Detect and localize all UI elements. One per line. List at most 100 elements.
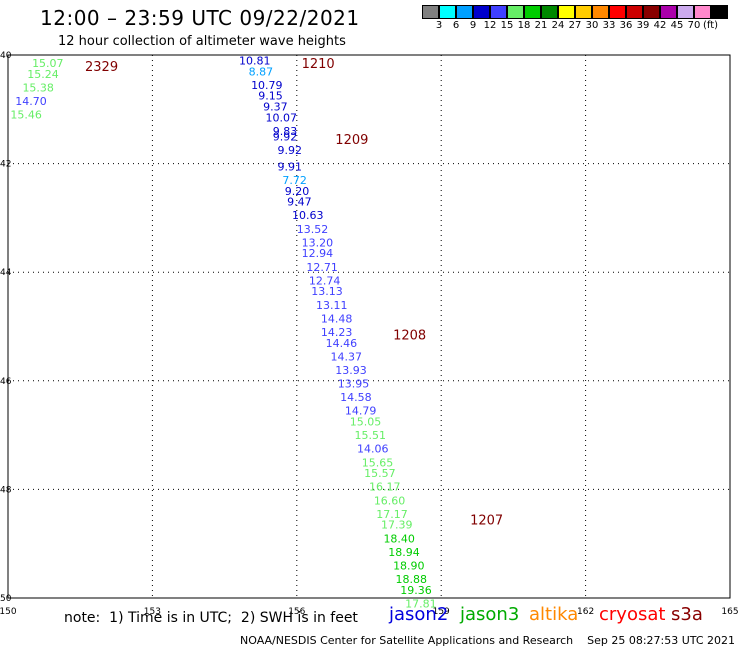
map-title: 12:00 – 23:59 UTC 09/22/2021 bbox=[40, 6, 360, 30]
swh-value: 14.79 bbox=[345, 405, 377, 418]
swh-value: 18.88 bbox=[395, 573, 427, 586]
swh-value: 7.72 bbox=[282, 174, 307, 187]
swh-value: 15.24 bbox=[27, 68, 59, 81]
lat-tick-label: 42 bbox=[0, 160, 11, 170]
swh-value: 12.74 bbox=[309, 274, 341, 287]
scale-swatch bbox=[422, 5, 439, 19]
swh-value: 8.87 bbox=[249, 65, 274, 78]
swh-value: 9.91 bbox=[278, 160, 303, 173]
swh-value: 15.65 bbox=[362, 456, 394, 469]
swh-value: 9.92 bbox=[278, 144, 303, 157]
scale-unit: (ft) bbox=[703, 20, 719, 31]
swh-value: 13.11 bbox=[316, 299, 348, 312]
scale-label: 15 bbox=[500, 20, 514, 31]
lat-tick-label: 48 bbox=[0, 485, 12, 495]
swh-value: 12.71 bbox=[306, 261, 338, 274]
pass-time-label: 1207 bbox=[470, 513, 503, 528]
swh-value: 9.92 bbox=[273, 130, 298, 143]
swh-value: 12.94 bbox=[302, 247, 334, 260]
swh-value: 14.46 bbox=[326, 337, 358, 350]
swh-value: 14.23 bbox=[321, 326, 353, 339]
swh-value: 19.36 bbox=[400, 584, 432, 597]
scale-label: 30 bbox=[585, 20, 599, 31]
scale-label: 24 bbox=[551, 20, 565, 31]
scale-swatch bbox=[439, 5, 456, 19]
swh-value: 14.70 bbox=[15, 95, 47, 108]
swh-value: 10.07 bbox=[266, 111, 298, 124]
swh-value: 13.95 bbox=[338, 378, 370, 391]
satellite-altika: altika bbox=[529, 604, 579, 625]
scale-swatch bbox=[541, 5, 558, 19]
scale-label: 27 bbox=[568, 20, 582, 31]
pass-time-label: 2329 bbox=[85, 60, 118, 75]
scale-swatch bbox=[473, 5, 490, 19]
lon-tick-label: 153 bbox=[144, 607, 161, 617]
satellite-cryosat: cryosat bbox=[599, 604, 666, 625]
swh-value: 10.63 bbox=[292, 209, 324, 222]
swh-value: 13.20 bbox=[302, 236, 334, 249]
scale-swatch bbox=[524, 5, 541, 19]
scale-swatch bbox=[677, 5, 694, 19]
swh-value: 17.17 bbox=[376, 508, 408, 521]
satellite-jason2: jason2 bbox=[389, 604, 449, 625]
scale-label: 18 bbox=[517, 20, 531, 31]
pass-time-label: 1208 bbox=[393, 329, 426, 344]
swh-value: 15.46 bbox=[10, 109, 42, 122]
scale-swatch bbox=[609, 5, 626, 19]
swh-value: 9.47 bbox=[287, 196, 312, 209]
scale-swatch bbox=[575, 5, 592, 19]
swh-value: 15.57 bbox=[364, 467, 396, 480]
swh-value: 10.81 bbox=[239, 54, 270, 67]
swh-value: 15.07 bbox=[32, 57, 64, 70]
swh-value: 13.13 bbox=[311, 285, 343, 298]
lat-tick-label: 46 bbox=[0, 377, 12, 387]
scale-swatch bbox=[592, 5, 609, 19]
swh-value: 10.79 bbox=[251, 79, 283, 92]
swh-value: 9.83 bbox=[273, 125, 298, 138]
swh-value: 17.81 bbox=[405, 597, 437, 610]
lon-tick-label: 162 bbox=[577, 607, 594, 617]
swh-value: 15.51 bbox=[355, 429, 387, 442]
scale-label: 45 bbox=[670, 20, 684, 31]
swh-value: 15.05 bbox=[350, 416, 382, 429]
lon-tick-label: 165 bbox=[721, 607, 738, 617]
footer-credit: NOAA/NESDIS Center for Satellite Applica… bbox=[240, 634, 736, 647]
scale-label: 12 bbox=[483, 20, 497, 31]
swh-value: 18.94 bbox=[388, 546, 420, 559]
scale-label: 9 bbox=[469, 20, 477, 31]
pass-time-label: 1210 bbox=[302, 57, 335, 72]
swh-value: 14.58 bbox=[340, 391, 372, 404]
swh-value: 15.38 bbox=[22, 82, 54, 95]
lat-tick-label: 40 bbox=[0, 51, 12, 61]
swh-value: 9.15 bbox=[258, 90, 283, 103]
lon-tick-label: 156 bbox=[288, 607, 305, 617]
scale-swatch bbox=[558, 5, 575, 19]
scale-label: 36 bbox=[619, 20, 633, 31]
swh-value: 13.93 bbox=[335, 364, 367, 377]
swh-value: 9.20 bbox=[285, 185, 310, 198]
scale-label: 21 bbox=[534, 20, 548, 31]
swh-value: 14.06 bbox=[357, 443, 389, 456]
swh-value: 16.17 bbox=[369, 481, 401, 494]
scale-label: 42 bbox=[653, 20, 667, 31]
scale-swatch bbox=[456, 5, 473, 19]
satellite-s3a: s3a bbox=[671, 604, 703, 625]
swh-value: 18.40 bbox=[383, 532, 415, 545]
swh-value: 16.60 bbox=[374, 494, 406, 507]
scale-swatch bbox=[660, 5, 677, 19]
scale-swatch bbox=[694, 5, 711, 19]
satellite-jason3: jason3 bbox=[460, 604, 520, 625]
scale-swatch bbox=[490, 5, 507, 19]
swh-value: 14.37 bbox=[330, 350, 362, 363]
lon-tick-label: 150 bbox=[0, 607, 17, 617]
lat-tick-label: 50 bbox=[0, 594, 12, 604]
scale-swatch bbox=[507, 5, 524, 19]
swh-value: 13.52 bbox=[297, 223, 329, 236]
map-frame bbox=[7, 54, 731, 599]
pass-time-label: 1209 bbox=[335, 133, 368, 148]
scale-swatch bbox=[711, 5, 728, 19]
swh-value: 9.37 bbox=[263, 101, 288, 114]
scale-label: 39 bbox=[636, 20, 650, 31]
swh-value: 18.90 bbox=[393, 559, 425, 572]
